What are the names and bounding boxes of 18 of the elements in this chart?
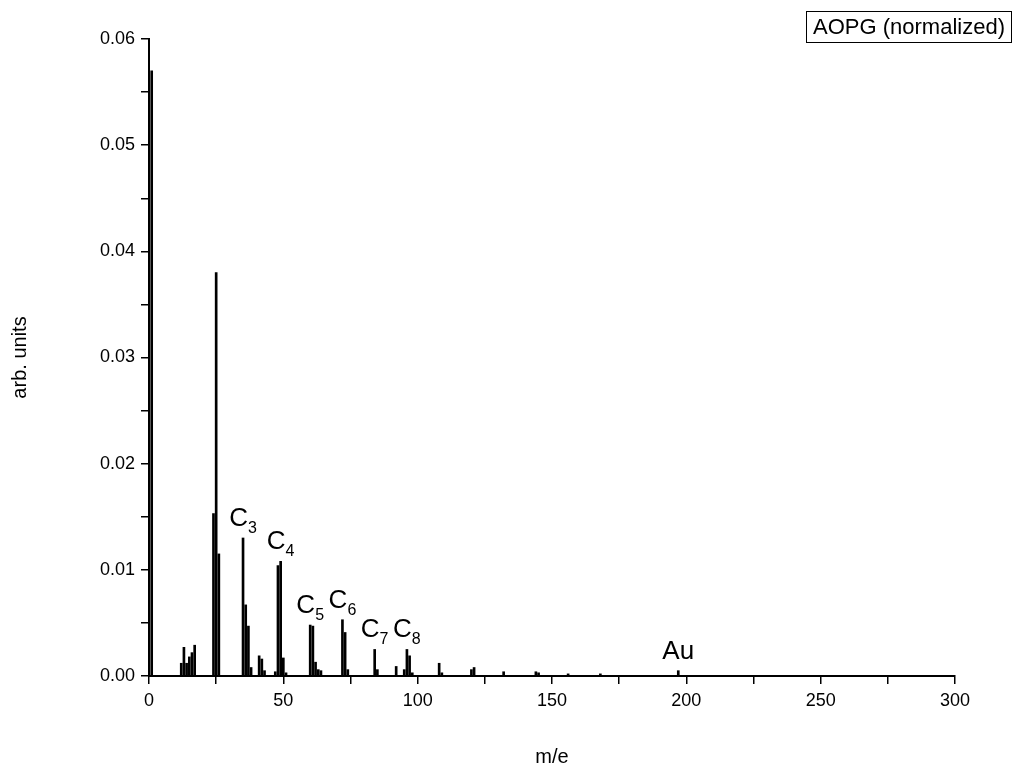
x-tick-label: 200	[671, 689, 702, 710]
annotation: AOPG (normalized)	[806, 11, 1012, 43]
y-tick-label: 0.06	[99, 27, 135, 48]
y-tick-label: 0.02	[99, 452, 135, 473]
x-tick-label: 300	[939, 689, 971, 710]
y-tick-label: 0.03	[99, 346, 135, 367]
annotation: Au	[662, 634, 695, 665]
x-tick-label: 100	[402, 689, 433, 710]
y-axis-title: arb. units	[7, 316, 30, 399]
x-tick-label: 150	[536, 689, 568, 710]
y-tick-label: 0.00	[99, 664, 135, 685]
y-tick-label: 0.01	[99, 558, 135, 579]
x-tick-label: 0	[143, 689, 155, 710]
x-tick-label: 50	[273, 689, 294, 710]
y-tick-label: 0.05	[99, 134, 135, 155]
x-tick-label: 250	[805, 689, 836, 710]
x-axis-title: m/e	[535, 744, 569, 767]
y-tick-label: 0.04	[99, 240, 135, 261]
